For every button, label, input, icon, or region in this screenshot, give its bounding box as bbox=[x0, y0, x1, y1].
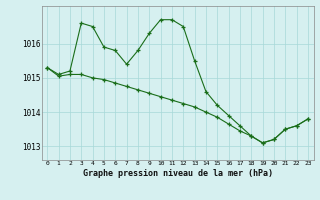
X-axis label: Graphe pression niveau de la mer (hPa): Graphe pression niveau de la mer (hPa) bbox=[83, 169, 273, 178]
